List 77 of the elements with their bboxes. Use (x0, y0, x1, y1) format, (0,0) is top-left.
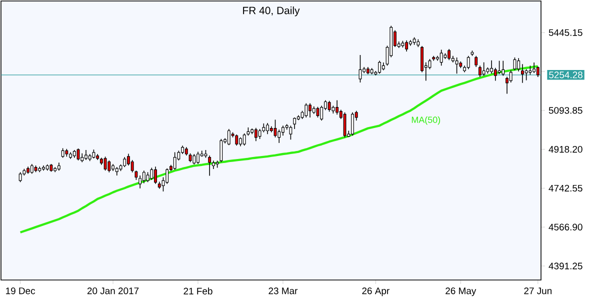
y-tick-label: 5093.85 (548, 107, 582, 114)
candlestick (142, 170, 146, 184)
candlestick (84, 150, 88, 160)
y-tick-label: 4391.25 (548, 262, 582, 270)
candlestick (358, 54, 362, 83)
candlestick (134, 170, 138, 180)
candlestick (320, 105, 324, 121)
candlestick (104, 156, 107, 172)
candlestick (420, 46, 424, 73)
candlestick (254, 127, 258, 142)
candlestick (258, 128, 262, 140)
candlestick (405, 40, 408, 52)
candlestick (478, 65, 482, 78)
candlestick (282, 125, 284, 136)
candlestick (192, 154, 196, 165)
candlestick (351, 112, 354, 136)
candlestick (532, 62, 536, 74)
x-tick-label: 20 Jan 2017 (87, 288, 139, 294)
candlestick (455, 57, 458, 74)
candlestick (506, 76, 508, 94)
candlestick (196, 151, 200, 164)
series-label: MA(50) (412, 116, 440, 125)
candlestick (328, 100, 331, 112)
candlestick (154, 166, 157, 184)
candlestick (242, 133, 246, 146)
candlestick (502, 60, 505, 76)
candlestick (227, 128, 230, 146)
candlestick (108, 160, 111, 173)
x-tick-label: 26 Apr (362, 288, 390, 296)
candlestick (336, 100, 339, 115)
candlestick (448, 48, 451, 61)
candlestick (490, 60, 494, 74)
x-tick-label: 26 May (446, 288, 476, 296)
candlestick (150, 167, 154, 180)
candlestick (173, 152, 176, 170)
candlestick (482, 62, 486, 76)
candlestick (123, 156, 126, 168)
candlestick (494, 67, 497, 82)
y-tick-label: 5445.15 (548, 29, 582, 36)
candlestick (521, 64, 524, 84)
candlestick (146, 172, 150, 183)
candlestick (18, 172, 22, 183)
chart-title: FR 40, Daily (243, 6, 300, 16)
x-tick-label: 23 Mar (268, 288, 298, 294)
candlestick (138, 175, 142, 189)
candlestick (235, 134, 238, 146)
x-tick-label: 19 Dec (6, 288, 36, 294)
candlestick (266, 122, 269, 134)
x-tick-label: 21 Feb (184, 288, 212, 294)
candlestick (304, 102, 308, 118)
candlestick (474, 56, 478, 68)
candlestick (220, 138, 223, 163)
candlestick (466, 56, 470, 70)
y-tick-label: 4742.55 (548, 184, 582, 192)
y-tick-label: 4918.20 (548, 146, 582, 153)
y-tick-label: 4566.90 (548, 224, 582, 230)
candlestick (308, 102, 312, 118)
candlestick (378, 60, 382, 74)
candlestick (498, 60, 501, 74)
candlestick (528, 65, 532, 76)
candlestick (61, 148, 64, 158)
candlestick (76, 148, 80, 161)
candlestick (343, 112, 346, 138)
candlestick (278, 129, 281, 144)
candlestick (30, 164, 34, 174)
candlestick (524, 68, 528, 81)
candlestick (428, 58, 432, 70)
candlestick (517, 58, 520, 72)
candlestick (440, 49, 443, 66)
x-tick-label: 27 Jun (524, 288, 552, 294)
candlestick (208, 155, 212, 176)
candlestick (289, 125, 292, 140)
candlestick (293, 117, 296, 130)
candlestick (509, 70, 512, 83)
candlestick (130, 160, 134, 173)
ref-line-label: 5254.28 (549, 72, 582, 78)
candlestick (166, 168, 169, 184)
